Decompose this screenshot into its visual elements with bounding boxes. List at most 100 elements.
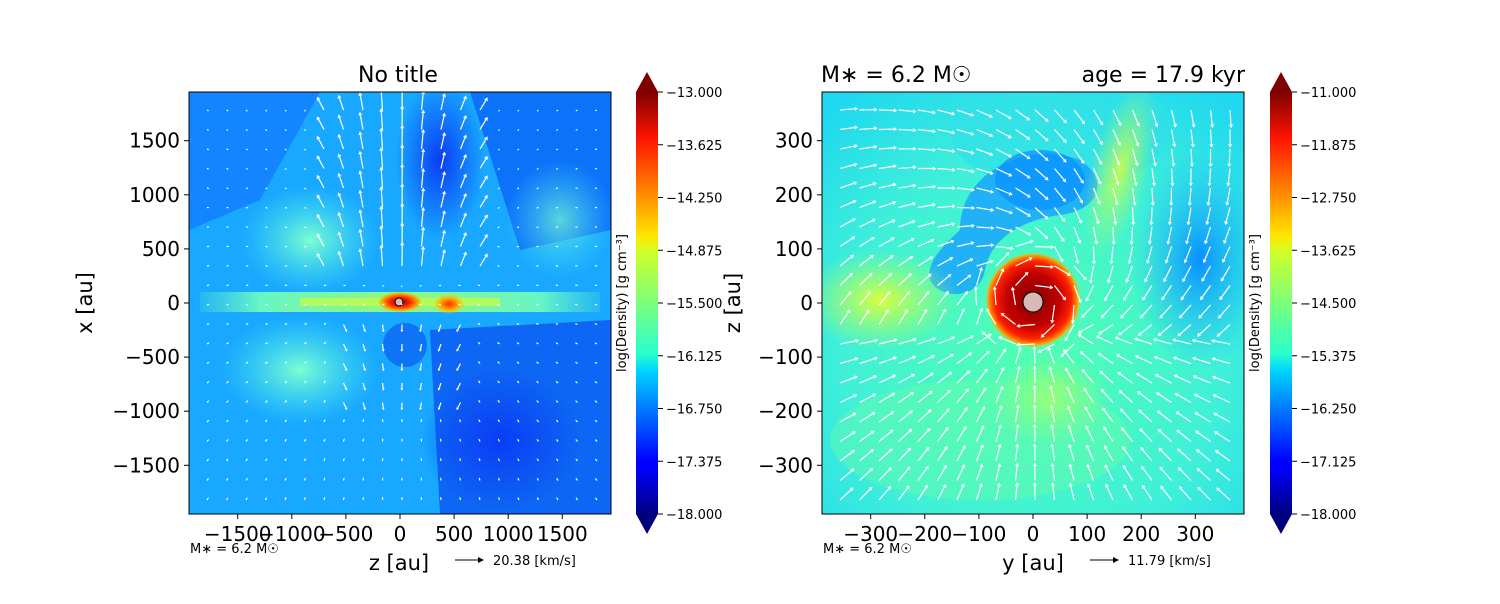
velocity-arrow [538,130,539,131]
velocity-arrow [246,110,247,111]
velocity-arrow [557,499,558,500]
velocity-arrow [246,149,247,150]
left-vector-scale-label: 20.38 [km/s] [493,554,576,569]
velocity-arrow [557,343,558,344]
velocity-arrow [227,324,228,325]
velocity-arrow [557,363,558,364]
velocity-arrow [246,421,247,422]
velocity-arrow [266,110,267,111]
right-colorbar-tick-label: −11.875 [1300,139,1356,154]
velocity-arrow [266,149,267,150]
velocity-arrow [479,382,480,383]
velocity-arrow [538,440,539,441]
left-xlabel: z [au] [369,551,429,575]
velocity-arrow [285,382,286,383]
velocity-arrow [207,324,208,325]
velocity-arrow [479,459,480,461]
velocity-arrow [538,498,539,500]
velocity-arrow [246,401,247,402]
velocity-arrow [227,110,228,111]
velocity-arrow [305,343,306,344]
velocity-arrow [538,110,539,111]
left-mass-note: M∗ = 6.2 M☉ [190,542,279,557]
velocity-arrow [518,459,519,461]
velocity-arrow [227,130,228,131]
velocity-arrow [518,362,519,363]
velocity-arrow [596,499,597,500]
velocity-arrow [285,110,286,111]
left-ytick-label: 500 [142,237,180,261]
velocity-arrow [557,460,558,461]
velocity-arrow [576,401,577,402]
velocity-arrow [499,440,500,442]
velocity-arrow [305,382,306,383]
velocity-arrow [499,498,500,500]
velocity-arrow [499,459,500,461]
velocity-arrow [557,440,558,441]
velocity-arrow [537,343,538,344]
velocity-arrow [596,460,597,461]
velocity-arrow [537,401,538,402]
velocity-arrow [1113,227,1114,242]
velocity-arrow [518,382,519,383]
velocity-arrow [596,382,597,383]
left-xtick-label: −500 [318,522,373,546]
left-colorbar-tick-label: −16.125 [666,350,722,365]
right-colorbar-tick-label: −17.125 [1300,455,1356,470]
left-colorbar-tick-label: −14.250 [666,192,722,207]
right-ytick-label: −100 [758,345,813,369]
velocity-arrow [207,363,208,364]
velocity-arrow [460,420,461,422]
velocity-arrow [246,382,247,383]
velocity-arrow [440,304,441,305]
velocity-arrow [596,324,597,325]
velocity-arrow [577,110,578,111]
velocity-arrow [266,401,267,402]
right-xlabel: y [au] [1002,551,1064,575]
velocity-arrow [576,460,577,461]
velocity-arrow [246,479,247,480]
velocity-arrow [537,382,538,383]
velocity-arrow [1019,344,1035,345]
velocity-arrow [383,403,384,408]
velocity-arrow [383,383,384,388]
velocity-arrow [266,460,267,461]
velocity-arrow [1035,247,1051,248]
left-colorbar-tick-label: −17.375 [666,455,722,470]
right-xtick-label: 300 [1176,522,1214,546]
left-colorbar-tick-label: −13.625 [666,139,722,154]
velocity-arrow [207,382,208,383]
velocity-arrow [285,149,286,150]
left-ytick-label: 1000 [129,183,180,207]
velocity-arrow [518,401,519,402]
velocity-arrow [1152,188,1153,203]
velocity-arrow [576,324,577,325]
velocity-arrow [324,343,325,344]
velocity-arrow [537,421,538,422]
velocity-arrow [266,479,267,481]
left-ytick-label: −1000 [112,399,180,423]
velocity-arrow [305,459,306,461]
velocity-arrow [499,110,500,111]
velocity-arrow [479,362,480,363]
velocity-arrow [246,343,247,344]
velocity-arrow [207,110,208,111]
left-ylabel: x [au] [73,272,97,334]
right-xtick-label: 0 [1027,522,1040,546]
velocity-arrow [207,343,208,344]
velocity-arrow [420,304,421,305]
velocity-arrow [227,343,228,344]
velocity-arrow [285,459,286,461]
velocity-arrow [207,421,208,422]
left-ytick-label: −500 [125,345,180,369]
velocity-arrow [383,364,384,369]
velocity-arrow [383,325,384,330]
velocity-arrow [305,401,306,402]
velocity-arrow [537,363,538,364]
velocity-arrow [305,498,306,500]
right-xtick-label: 200 [1122,522,1160,546]
velocity-arrow [266,362,267,363]
velocity-arrow [557,324,558,325]
velocity-arrow [499,188,500,189]
velocity-arrow [518,169,519,170]
